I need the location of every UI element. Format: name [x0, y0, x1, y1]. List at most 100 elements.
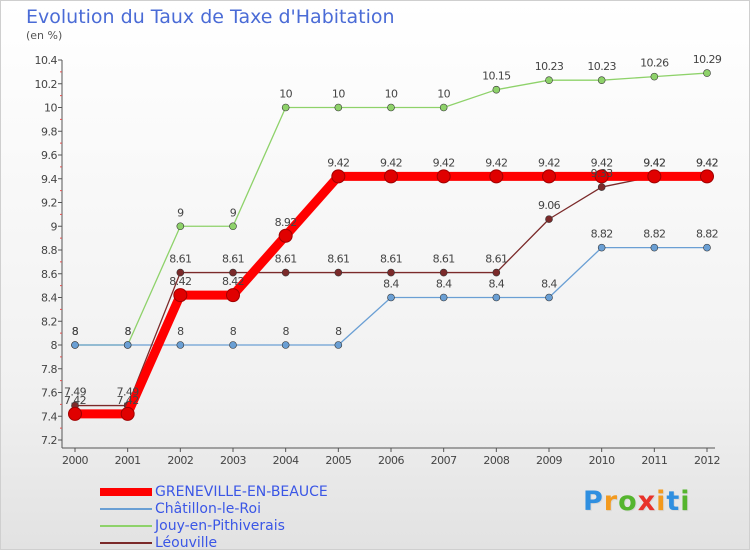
- data-point: [387, 268, 395, 277]
- legend-label-chatillon: Châtillon-le-Roi: [155, 501, 261, 517]
- data-label: 8: [124, 325, 131, 338]
- data-label: 10.26: [640, 57, 669, 70]
- x-tick-label: 2007: [431, 454, 457, 467]
- data-label: 10: [385, 88, 398, 101]
- data-label: 8.61: [222, 253, 244, 266]
- data-label: 8.42: [169, 275, 191, 288]
- data-label: 8.4: [541, 278, 557, 291]
- data-label: 9.42: [538, 156, 560, 169]
- x-tick-label: 2004: [273, 454, 299, 467]
- y-tick-label: 9: [51, 220, 58, 233]
- data-label: 9.42: [696, 156, 718, 169]
- data-point: [120, 406, 135, 421]
- data-point: [594, 169, 609, 184]
- data-point: [173, 288, 188, 303]
- data-label: 9: [230, 206, 237, 219]
- data-label: 9.42: [380, 156, 402, 169]
- data-point: [436, 169, 451, 184]
- data-label: 10: [279, 88, 292, 101]
- y-tick-label: 7.4: [41, 410, 57, 423]
- logo-letter: x: [637, 486, 657, 517]
- x-tick-label: 2008: [483, 454, 509, 467]
- data-label: 8: [72, 325, 79, 338]
- y-tick-label: 8: [51, 339, 58, 352]
- data-point: [650, 72, 659, 81]
- line-chart: 7.2 7.4 7.6 7.8 8 8.2 8.4 8.6 8.8 9 9.2 9.4 9.6 9.8 10…: [35, 53, 723, 467]
- data-point: [384, 169, 398, 184]
- x-tick-label: 2010: [589, 454, 615, 467]
- logo-letter: i: [656, 486, 667, 517]
- data-point: [545, 76, 553, 84]
- legend-swatch-chatillon: [100, 508, 152, 510]
- data-point: [492, 293, 501, 302]
- data-point: [489, 169, 504, 184]
- data-label: 8: [177, 325, 184, 338]
- data-point: [439, 103, 448, 112]
- data-point: [703, 243, 711, 252]
- data-point: [281, 341, 290, 349]
- data-label: 8: [72, 325, 79, 338]
- y-tick-label: 10: [44, 102, 57, 115]
- data-point: [334, 341, 343, 349]
- data-label: 7.42: [117, 394, 139, 407]
- data-point: [176, 268, 185, 277]
- data-label: 8.82: [643, 228, 665, 241]
- y-tick-label: 8.8: [41, 244, 57, 257]
- logo-letter: P: [583, 486, 604, 517]
- data-label: 9.42: [643, 156, 665, 169]
- data-label: 10.15: [482, 70, 511, 83]
- data-label: 8.61: [433, 253, 455, 266]
- data-point: [439, 268, 448, 277]
- data-label: 8.61: [327, 253, 349, 266]
- data-label: 9.42: [327, 156, 349, 169]
- logo-letter: i: [680, 486, 691, 517]
- data-label: 7.42: [64, 394, 86, 407]
- data-label: 9: [177, 206, 184, 219]
- data-label: 10: [332, 88, 345, 101]
- data-point: [492, 85, 501, 94]
- data-label: 7.49: [64, 386, 87, 399]
- data-label: 8: [335, 325, 342, 338]
- data-point: [703, 69, 711, 77]
- data-point: [597, 243, 606, 252]
- x-tick-label: 2000: [62, 454, 88, 467]
- data-point: [387, 103, 395, 112]
- y-tick-label: 7.8: [41, 363, 57, 376]
- data-point: [71, 341, 79, 349]
- data-label: 8.61: [169, 253, 191, 266]
- data-label: 8: [282, 325, 289, 338]
- data-point: [542, 169, 556, 184]
- data-label: 10.23: [587, 60, 616, 73]
- data-point: [278, 228, 293, 243]
- data-label: 8.4: [383, 278, 399, 291]
- x-tick-label: 2009: [536, 454, 562, 467]
- x-tick-label: 2006: [378, 454, 404, 467]
- legend-label-leouville: Léouville: [155, 535, 218, 551]
- data-label: 8: [230, 325, 237, 338]
- data-point: [281, 268, 290, 277]
- data-label: 8.42: [222, 275, 244, 288]
- x-tick-label: 2003: [220, 454, 246, 467]
- y-tick-label: 8.6: [41, 268, 57, 281]
- legend-label-jouy: Jouy-en-Pithiverais: [155, 518, 285, 534]
- data-label: 10: [437, 88, 450, 101]
- data-label: 9.42: [696, 156, 718, 169]
- data-label: 9.06: [538, 199, 561, 212]
- data-label: 10.29: [693, 53, 722, 66]
- y-tick-label: 10.4: [35, 54, 58, 67]
- data-point: [229, 341, 237, 349]
- logo-letter: o: [618, 486, 638, 517]
- y-tick-label: 8.4: [41, 292, 57, 305]
- y-tick-label: 7.2: [41, 434, 57, 447]
- data-point: [492, 268, 501, 277]
- chart-title: Evolution du Taux de Taxe d'Habitation: [26, 6, 395, 28]
- data-label: 9.42: [643, 156, 665, 169]
- x-tick-label: 2005: [325, 454, 351, 467]
- x-tick-label: 2011: [641, 454, 667, 467]
- data-label: 10.23: [535, 60, 564, 73]
- y-tick-label: 9.6: [41, 149, 57, 162]
- x-tick-label: 2012: [694, 454, 720, 467]
- data-label: 8.61: [380, 253, 402, 266]
- y-tick-label: 9.2: [41, 197, 57, 210]
- data-label: 8: [124, 325, 131, 338]
